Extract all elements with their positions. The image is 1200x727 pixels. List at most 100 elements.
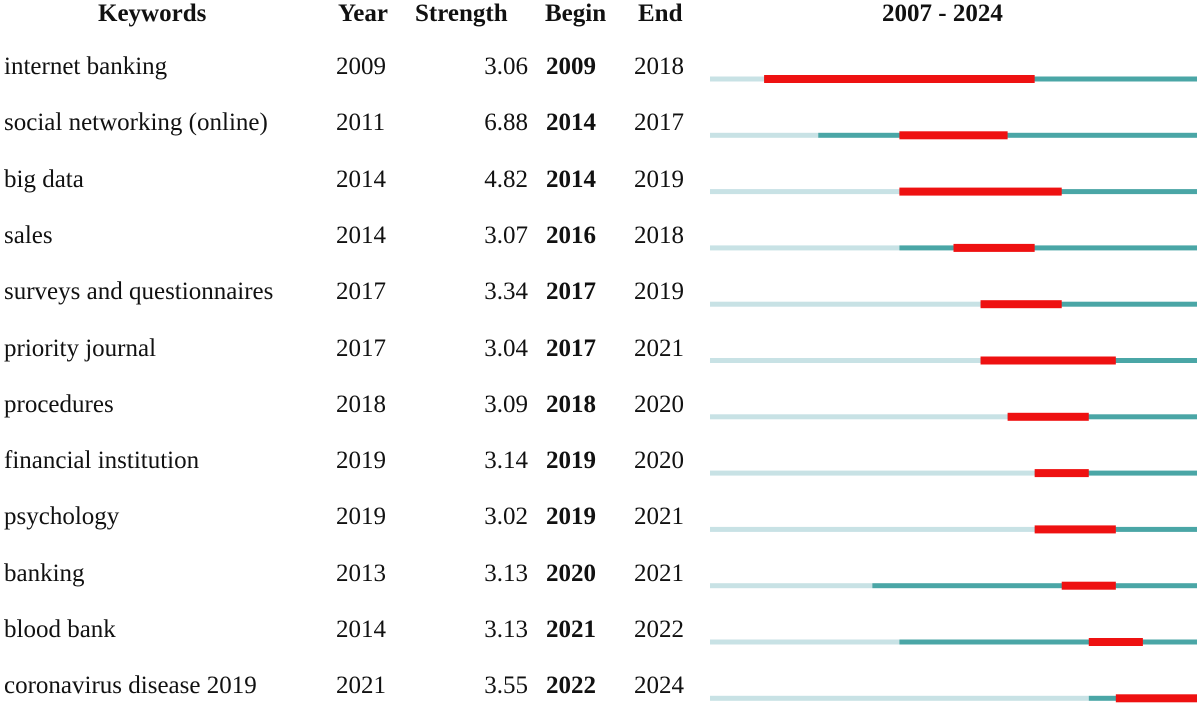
header-year: Year — [338, 0, 388, 27]
header-timeline-range: 2007 - 2024 — [882, 0, 1003, 27]
year-cell: 2017 — [336, 334, 386, 362]
burst-bar — [1115, 694, 1197, 703]
timeline-pre-segment — [710, 470, 1035, 476]
timeline-active-segment — [980, 301, 1197, 307]
timeline-active-segment — [899, 639, 1197, 645]
year-cell: 2019 — [336, 503, 386, 531]
timeline-pre-segment — [710, 414, 1008, 420]
keyword-cell: sales — [4, 221, 53, 249]
table-row: coronavirus disease 2019 2021 3.55 2022 2024 — [0, 671, 1200, 727]
timeline-pre-segment — [710, 301, 981, 307]
burst-bar — [1007, 412, 1089, 421]
begin-cell: 2020 — [546, 559, 596, 587]
begin-cell: 2009 — [546, 53, 596, 80]
year-cell: 2021 — [336, 672, 386, 700]
year-cell: 2013 — [336, 559, 386, 587]
keyword-cell: social networking (online) — [4, 109, 268, 137]
timeline-pre-segment — [710, 639, 900, 645]
table-row: blood bank 2014 3.13 2021 2022 — [0, 615, 1200, 671]
end-cell: 2021 — [634, 334, 684, 362]
keyword-cell: blood bank — [4, 616, 116, 643]
strength-cell: 3.14 — [484, 447, 528, 475]
table-row: financial institution 2019 3.14 2019 2020 — [0, 446, 1200, 502]
burst-bar — [1088, 638, 1143, 646]
end-cell: 2017 — [634, 109, 684, 137]
keyword-cell: financial institution — [4, 447, 200, 475]
strength-cell: 3.02 — [484, 503, 528, 531]
begin-cell: 2021 — [546, 616, 596, 643]
timeline-active-segment — [899, 245, 1197, 251]
burst-bar — [899, 131, 1008, 140]
table-row: surveys and questionnaires 2017 3.34 2017 20… — [0, 277, 1200, 333]
keyword-cell: psychology — [4, 503, 120, 531]
timeline-pre-segment — [710, 358, 981, 363]
year-cell: 2009 — [336, 53, 386, 80]
strength-cell: 3.07 — [484, 221, 528, 249]
keyword-cell: procedures — [4, 390, 114, 418]
header-end: End — [638, 0, 683, 27]
keyword-cell: internet banking — [4, 53, 168, 80]
year-cell: 2017 — [336, 278, 386, 306]
year-cell: 2014 — [336, 616, 386, 643]
end-cell: 2022 — [634, 616, 684, 643]
timeline-active-segment — [1034, 470, 1197, 476]
end-cell: 2018 — [634, 221, 684, 249]
timeline-pre-segment — [710, 695, 1089, 701]
timeline-pre-segment — [710, 132, 819, 138]
begin-cell: 2017 — [546, 278, 596, 306]
burst-timeline — [710, 75, 1197, 703]
header-begin: Begin — [545, 0, 607, 27]
end-cell: 2019 — [634, 165, 684, 193]
year-cell: 2014 — [336, 165, 386, 193]
begin-cell: 2017 — [546, 334, 596, 362]
timeline-active-segment — [872, 583, 1197, 589]
year-cell: 2014 — [336, 221, 386, 249]
begin-cell: 2014 — [546, 109, 596, 137]
timeline-pre-segment — [710, 245, 900, 251]
end-cell: 2018 — [634, 53, 684, 80]
end-cell: 2024 — [634, 672, 684, 700]
strength-cell: 3.06 — [484, 53, 528, 80]
year-cell: 2018 — [336, 390, 386, 418]
strength-cell: 4.82 — [484, 165, 528, 193]
table-row: banking 2013 3.13 2020 2021 — [0, 559, 1200, 615]
burst-bar — [980, 300, 1062, 309]
keyword-cell: coronavirus disease 2019 — [4, 672, 257, 700]
end-cell: 2021 — [634, 559, 684, 587]
end-cell: 2020 — [634, 447, 684, 475]
strength-cell: 3.04 — [484, 334, 528, 362]
timeline-pre-segment — [710, 189, 900, 195]
keyword-cell: surveys and questionnaires — [4, 278, 274, 306]
end-cell: 2021 — [634, 503, 684, 531]
header-keywords: Keywords — [98, 0, 207, 27]
strength-cell: 3.09 — [484, 390, 528, 418]
year-cell: 2011 — [336, 109, 386, 137]
strength-cell: 3.13 — [484, 616, 528, 643]
timeline-pre-segment — [710, 76, 765, 82]
year-cell: 2019 — [336, 447, 386, 475]
burst-bar — [764, 75, 1035, 83]
table-row: big data 2014 4.82 2014 2019 — [0, 165, 1200, 221]
end-cell: 2019 — [634, 278, 684, 306]
end-cell: 2020 — [634, 390, 684, 418]
begin-cell: 2018 — [546, 390, 596, 418]
keyword-cell: banking — [4, 559, 85, 587]
table-row: sales 2014 3.07 2016 2018 — [0, 221, 1200, 277]
begin-cell: 2016 — [546, 221, 596, 249]
strength-cell: 6.88 — [484, 109, 528, 137]
begin-cell: 2019 — [546, 447, 596, 475]
strength-cell: 3.34 — [484, 278, 528, 306]
burst-bar — [980, 356, 1116, 365]
burst-bar — [1061, 581, 1116, 590]
burst-bar — [1034, 469, 1089, 478]
header-strength: Strength — [415, 0, 508, 27]
keyword-cell: big data — [4, 165, 84, 193]
table-row: social networking (online) 2011 6.88 2014 20… — [0, 108, 1200, 164]
strength-cell: 3.55 — [484, 672, 528, 700]
burst-bar — [953, 243, 1035, 252]
strength-cell: 3.13 — [484, 559, 528, 587]
timeline-active-segment — [1007, 414, 1197, 420]
timeline-pre-segment — [710, 526, 1035, 532]
burst-bar — [899, 187, 1062, 196]
keyword-cell: priority journal — [4, 334, 157, 362]
